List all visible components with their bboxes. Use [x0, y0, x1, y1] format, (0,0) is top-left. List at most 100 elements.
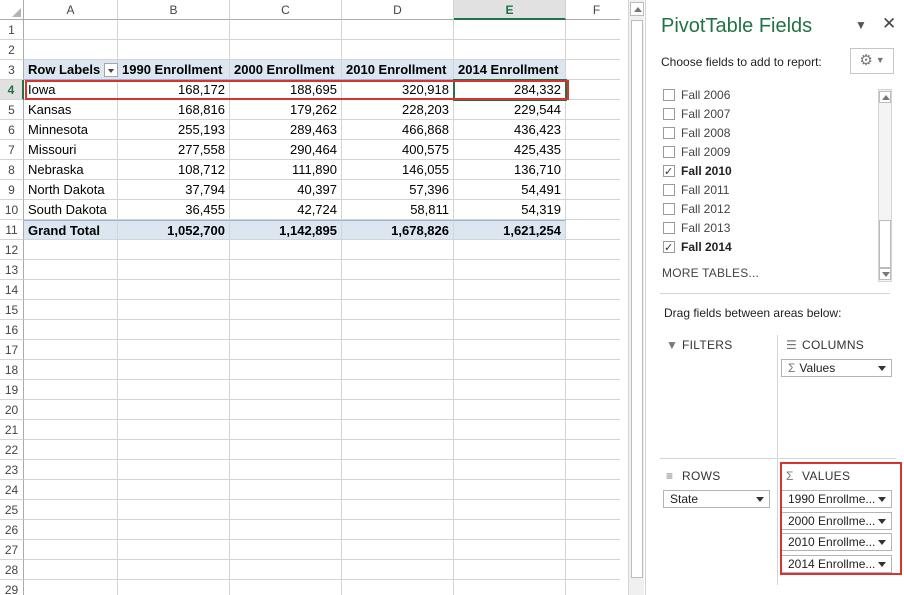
cell-c16[interactable]	[230, 320, 342, 340]
chevron-down-icon[interactable]: ▼	[855, 18, 867, 32]
field-item[interactable]: Fall 2006	[661, 86, 879, 105]
pivot-value[interactable]: 284,332	[454, 80, 566, 100]
cell-c29[interactable]	[230, 580, 342, 595]
row-header-20[interactable]: 20	[0, 400, 24, 420]
cell-a26[interactable]	[24, 520, 118, 540]
row-header-3[interactable]: 3	[0, 60, 24, 80]
cell-f25[interactable]	[566, 500, 620, 520]
pivot-value[interactable]: 277,558	[118, 140, 230, 160]
cell-b27[interactable]	[118, 540, 230, 560]
grand-total-value[interactable]: 1,142,895	[230, 220, 342, 240]
cell-f23[interactable]	[566, 460, 620, 480]
pivot-header-2[interactable]: 2000 Enrollment	[230, 60, 342, 80]
pivot-value[interactable]: 400,575	[342, 140, 454, 160]
pivot-value[interactable]: 40,397	[230, 180, 342, 200]
values-field-pill[interactable]: 2014 Enrollme...	[781, 554, 892, 573]
row-header-18[interactable]: 18	[0, 360, 24, 380]
cell-d12[interactable]	[342, 240, 454, 260]
row-header-12[interactable]: 12	[0, 240, 24, 260]
pivot-value[interactable]: 54,319	[454, 200, 566, 220]
pivot-value[interactable]: 111,890	[230, 160, 342, 180]
scroll-up-arrow[interactable]	[630, 2, 644, 16]
cell-f29[interactable]	[566, 580, 620, 595]
cell-d22[interactable]	[342, 440, 454, 460]
pivot-header-1[interactable]: 1990 Enrollment	[118, 60, 230, 80]
pivot-value[interactable]: 168,172	[118, 80, 230, 100]
pivot-header-4[interactable]: 2014 Enrollment	[454, 60, 566, 80]
cell-a12[interactable]	[24, 240, 118, 260]
cell-f9[interactable]	[566, 180, 620, 200]
column-header-c[interactable]: C	[230, 0, 342, 20]
pivot-value[interactable]: 57,396	[342, 180, 454, 200]
cell-c25[interactable]	[230, 500, 342, 520]
cell-f3[interactable]	[566, 60, 620, 80]
field-item[interactable]: Fall 2007	[661, 105, 879, 124]
cell-e29[interactable]	[454, 580, 566, 595]
cell-e22[interactable]	[454, 440, 566, 460]
pivot-value[interactable]: 136,710	[454, 160, 566, 180]
more-tables-link[interactable]: MORE TABLES...	[662, 266, 760, 280]
cell-f10[interactable]	[566, 200, 620, 220]
cell-d26[interactable]	[342, 520, 454, 540]
cell-c23[interactable]	[230, 460, 342, 480]
cell-e26[interactable]	[454, 520, 566, 540]
pivot-value[interactable]: 54,491	[454, 180, 566, 200]
cell-f4[interactable]	[566, 80, 620, 100]
cell-b23[interactable]	[118, 460, 230, 480]
cell-d21[interactable]	[342, 420, 454, 440]
cell-b29[interactable]	[118, 580, 230, 595]
close-icon[interactable]: ✕	[882, 14, 897, 33]
pivot-value[interactable]: 466,868	[342, 120, 454, 140]
cell-e27[interactable]	[454, 540, 566, 560]
cell-d16[interactable]	[342, 320, 454, 340]
field-scroll-thumb[interactable]	[879, 220, 891, 268]
row-header-17[interactable]: 17	[0, 340, 24, 360]
cell-f21[interactable]	[566, 420, 620, 440]
cell-a21[interactable]	[24, 420, 118, 440]
cell-e15[interactable]	[454, 300, 566, 320]
values-field-pill[interactable]: 2000 Enrollme...	[781, 511, 892, 530]
cell-d1[interactable]	[342, 20, 454, 40]
select-all-corner[interactable]	[0, 0, 24, 20]
sheet-vertical-scrollbar[interactable]	[628, 0, 644, 595]
column-header-b[interactable]: B	[118, 0, 230, 20]
cell-a19[interactable]	[24, 380, 118, 400]
cell-b28[interactable]	[118, 560, 230, 580]
cell-e12[interactable]	[454, 240, 566, 260]
cell-d20[interactable]	[342, 400, 454, 420]
cell-c13[interactable]	[230, 260, 342, 280]
pivot-value[interactable]: 42,724	[230, 200, 342, 220]
cell-a2[interactable]	[24, 40, 118, 60]
pivot-value[interactable]: 58,811	[342, 200, 454, 220]
cell-c28[interactable]	[230, 560, 342, 580]
row-header-14[interactable]: 14	[0, 280, 24, 300]
column-header-f[interactable]: F	[566, 0, 620, 20]
row-header-21[interactable]: 21	[0, 420, 24, 440]
cell-e18[interactable]	[454, 360, 566, 380]
pivot-value[interactable]: 228,203	[342, 100, 454, 120]
cell-c22[interactable]	[230, 440, 342, 460]
cell-c14[interactable]	[230, 280, 342, 300]
field-item[interactable]: Fall 2012	[661, 200, 879, 219]
pivot-value[interactable]: 179,262	[230, 100, 342, 120]
grand-total-value[interactable]: 1,052,700	[118, 220, 230, 240]
cell-c27[interactable]	[230, 540, 342, 560]
row-header-29[interactable]: 29	[0, 580, 24, 595]
field-checkbox[interactable]	[663, 222, 675, 234]
cell-a15[interactable]	[24, 300, 118, 320]
cell-e28[interactable]	[454, 560, 566, 580]
row-header-15[interactable]: 15	[0, 300, 24, 320]
gear-button[interactable]: ⚙ ▼	[850, 48, 894, 74]
cell-d15[interactable]	[342, 300, 454, 320]
cell-a23[interactable]	[24, 460, 118, 480]
cell-a24[interactable]	[24, 480, 118, 500]
cell-f13[interactable]	[566, 260, 620, 280]
pivot-value[interactable]: 320,918	[342, 80, 454, 100]
cell-f24[interactable]	[566, 480, 620, 500]
cell-d14[interactable]	[342, 280, 454, 300]
field-checkbox[interactable]	[663, 163, 675, 182]
cell-e1[interactable]	[454, 20, 566, 40]
cell-b18[interactable]	[118, 360, 230, 380]
row-header-16[interactable]: 16	[0, 320, 24, 340]
cell-f2[interactable]	[566, 40, 620, 60]
